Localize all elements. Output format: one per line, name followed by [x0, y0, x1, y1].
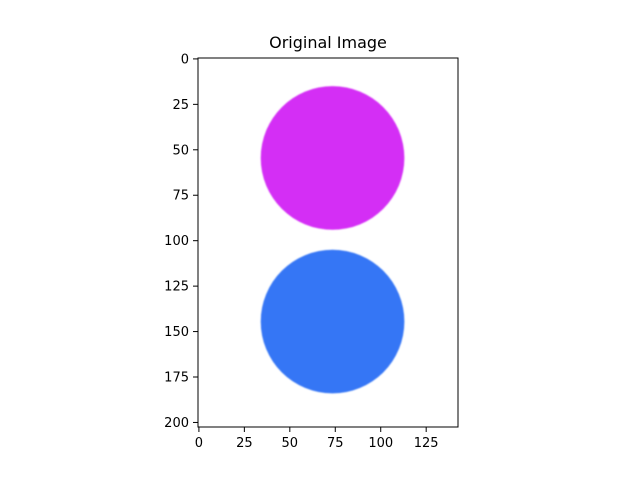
y-tick-label: 125 [164, 280, 189, 295]
x-tick-label: 100 [368, 436, 393, 451]
x-tick-label: 50 [282, 436, 299, 451]
y-tick-label: 0 [181, 52, 189, 67]
axes-frame [197, 57, 459, 428]
x-tick-label: 25 [236, 436, 253, 451]
chart-title: Original Image [269, 33, 387, 52]
y-tick-label: 75 [172, 189, 189, 204]
y-tick-label: 175 [164, 371, 189, 386]
x-tick-label: 125 [414, 436, 439, 451]
circle-shape-1 [260, 86, 405, 230]
plot-area [198, 58, 458, 427]
y-tick-label: 200 [164, 416, 189, 431]
axes: 0 25 50 75 100 125 0 25 50 75 100 125 150 175 200 [164, 52, 459, 451]
y-tick-label: 100 [164, 234, 189, 249]
y-tick-label: 50 [172, 143, 189, 158]
y-tick-label: 25 [172, 98, 189, 113]
circle-shape-2 [260, 249, 405, 394]
x-tick-label: 0 [195, 436, 203, 451]
y-tick-label: 150 [164, 325, 189, 340]
x-tick-label: 75 [327, 436, 344, 451]
